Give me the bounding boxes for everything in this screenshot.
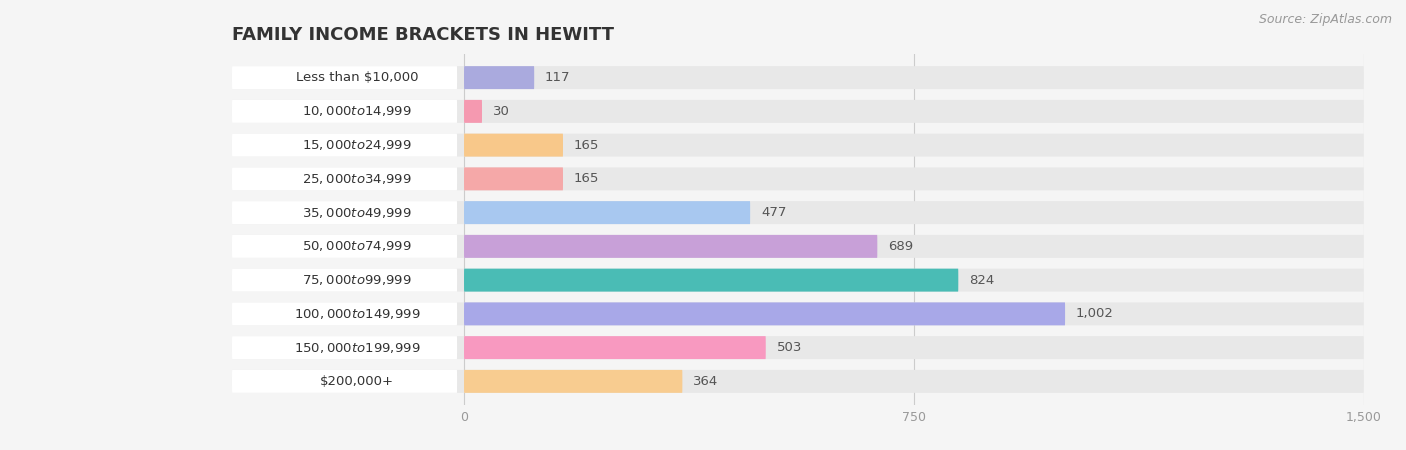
FancyBboxPatch shape: [464, 235, 877, 258]
Text: 30: 30: [494, 105, 510, 118]
FancyBboxPatch shape: [232, 201, 1364, 224]
Text: 503: 503: [776, 341, 801, 354]
FancyBboxPatch shape: [232, 235, 1364, 258]
Text: 165: 165: [574, 139, 599, 152]
FancyBboxPatch shape: [464, 66, 534, 89]
FancyBboxPatch shape: [464, 201, 751, 224]
FancyBboxPatch shape: [232, 134, 457, 157]
FancyBboxPatch shape: [232, 235, 457, 258]
Text: Less than $10,000: Less than $10,000: [297, 71, 419, 84]
FancyBboxPatch shape: [232, 66, 1364, 89]
Text: 117: 117: [546, 71, 571, 84]
FancyBboxPatch shape: [232, 370, 457, 393]
FancyBboxPatch shape: [464, 100, 482, 123]
FancyBboxPatch shape: [232, 302, 457, 325]
Text: 1,002: 1,002: [1076, 307, 1114, 320]
FancyBboxPatch shape: [464, 167, 562, 190]
FancyBboxPatch shape: [232, 336, 1364, 359]
Text: 477: 477: [761, 206, 786, 219]
Text: 165: 165: [574, 172, 599, 185]
FancyBboxPatch shape: [232, 66, 457, 89]
Text: $10,000 to $14,999: $10,000 to $14,999: [302, 104, 412, 118]
FancyBboxPatch shape: [232, 167, 1364, 190]
Text: $75,000 to $99,999: $75,000 to $99,999: [302, 273, 412, 287]
FancyBboxPatch shape: [232, 100, 457, 123]
FancyBboxPatch shape: [232, 100, 1364, 123]
Text: $35,000 to $49,999: $35,000 to $49,999: [302, 206, 412, 220]
FancyBboxPatch shape: [232, 269, 1364, 292]
FancyBboxPatch shape: [464, 336, 766, 359]
FancyBboxPatch shape: [464, 134, 562, 157]
FancyBboxPatch shape: [232, 167, 457, 190]
Text: $25,000 to $34,999: $25,000 to $34,999: [302, 172, 412, 186]
Text: FAMILY INCOME BRACKETS IN HEWITT: FAMILY INCOME BRACKETS IN HEWITT: [232, 26, 614, 44]
FancyBboxPatch shape: [464, 302, 1066, 325]
FancyBboxPatch shape: [232, 370, 1364, 393]
FancyBboxPatch shape: [232, 336, 457, 359]
FancyBboxPatch shape: [464, 370, 682, 393]
Text: Source: ZipAtlas.com: Source: ZipAtlas.com: [1258, 14, 1392, 27]
Text: $150,000 to $199,999: $150,000 to $199,999: [294, 341, 420, 355]
Text: $100,000 to $149,999: $100,000 to $149,999: [294, 307, 420, 321]
Text: 364: 364: [693, 375, 718, 388]
FancyBboxPatch shape: [232, 302, 1364, 325]
FancyBboxPatch shape: [232, 134, 1364, 157]
FancyBboxPatch shape: [464, 269, 959, 292]
Text: $200,000+: $200,000+: [321, 375, 394, 388]
Text: $15,000 to $24,999: $15,000 to $24,999: [302, 138, 412, 152]
FancyBboxPatch shape: [232, 201, 457, 224]
Text: 824: 824: [969, 274, 994, 287]
FancyBboxPatch shape: [232, 269, 457, 292]
Text: 689: 689: [889, 240, 914, 253]
Text: $50,000 to $74,999: $50,000 to $74,999: [302, 239, 412, 253]
